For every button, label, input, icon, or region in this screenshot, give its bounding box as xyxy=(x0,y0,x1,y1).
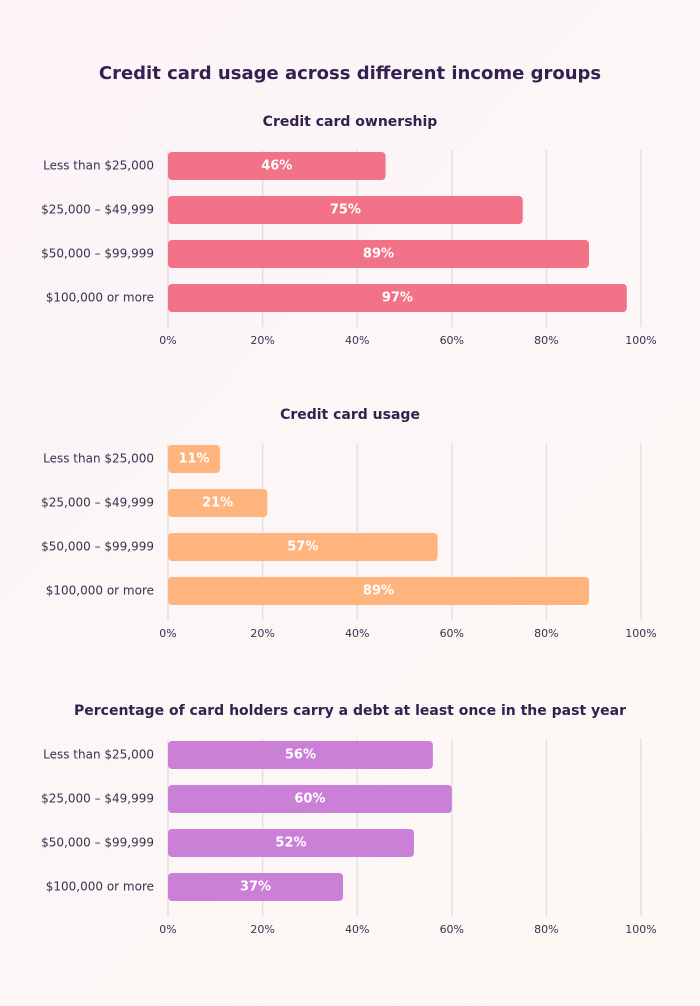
category-label: $100,000 or more xyxy=(46,584,154,598)
category-label: $100,000 or more xyxy=(46,880,154,894)
category-label: $25,000 – $49,999 xyxy=(41,203,154,217)
bar xyxy=(168,489,268,517)
x-tick-label: 80% xyxy=(534,627,558,640)
category-label: $25,000 – $49,999 xyxy=(41,792,154,806)
value-label: 60% xyxy=(294,792,325,807)
x-tick-label: 20% xyxy=(250,627,274,640)
x-tick-label: 100% xyxy=(625,627,656,640)
x-tick-label: 20% xyxy=(250,334,274,347)
bar xyxy=(168,196,523,224)
bar xyxy=(168,873,344,901)
value-label: 21% xyxy=(202,496,233,511)
x-tick-label: 80% xyxy=(534,923,558,936)
bar xyxy=(168,533,438,561)
x-tick-label: 60% xyxy=(440,334,464,347)
value-label: 11% xyxy=(178,452,209,467)
value-label: 37% xyxy=(240,880,271,895)
bar xyxy=(168,785,452,813)
x-tick-label: 100% xyxy=(625,923,656,936)
value-label: 89% xyxy=(363,584,394,599)
bar xyxy=(168,741,433,769)
category-label: $50,000 – $99,999 xyxy=(41,247,154,261)
value-label: 56% xyxy=(285,748,316,763)
chart-title: Credit card ownership xyxy=(263,114,438,130)
x-tick-label: 40% xyxy=(345,334,369,347)
category-label: $25,000 – $49,999 xyxy=(41,496,154,510)
chart-title: Percentage of card holders carry a debt … xyxy=(74,703,626,719)
x-tick-label: 60% xyxy=(440,627,464,640)
bar xyxy=(168,445,221,473)
value-label: 75% xyxy=(330,203,361,218)
bar xyxy=(168,829,414,857)
value-label: 89% xyxy=(363,247,394,262)
category-label: Less than $25,000 xyxy=(43,452,154,466)
value-label: 52% xyxy=(275,836,306,851)
category-label: Less than $25,000 xyxy=(43,748,154,762)
chart-title: Credit card usage xyxy=(280,407,420,423)
x-tick-label: 0% xyxy=(159,334,176,347)
category-label: Less than $25,000 xyxy=(43,159,154,173)
bar xyxy=(168,284,627,312)
x-tick-label: 60% xyxy=(440,923,464,936)
x-tick-label: 80% xyxy=(534,334,558,347)
category-label: $100,000 or more xyxy=(46,291,154,305)
bar xyxy=(168,577,589,605)
value-label: 97% xyxy=(382,291,413,306)
value-label: 57% xyxy=(287,540,318,555)
bar xyxy=(168,240,589,268)
page-title: Credit card usage across different incom… xyxy=(99,63,601,84)
category-label: $50,000 – $99,999 xyxy=(41,540,154,554)
x-tick-label: 20% xyxy=(250,923,274,936)
x-tick-label: 0% xyxy=(159,627,176,640)
x-tick-label: 100% xyxy=(625,334,656,347)
category-label: $50,000 – $99,999 xyxy=(41,836,154,850)
value-label: 46% xyxy=(261,159,292,174)
x-tick-label: 40% xyxy=(345,923,369,936)
bar xyxy=(168,152,386,180)
x-tick-label: 40% xyxy=(345,627,369,640)
x-tick-label: 0% xyxy=(159,923,176,936)
